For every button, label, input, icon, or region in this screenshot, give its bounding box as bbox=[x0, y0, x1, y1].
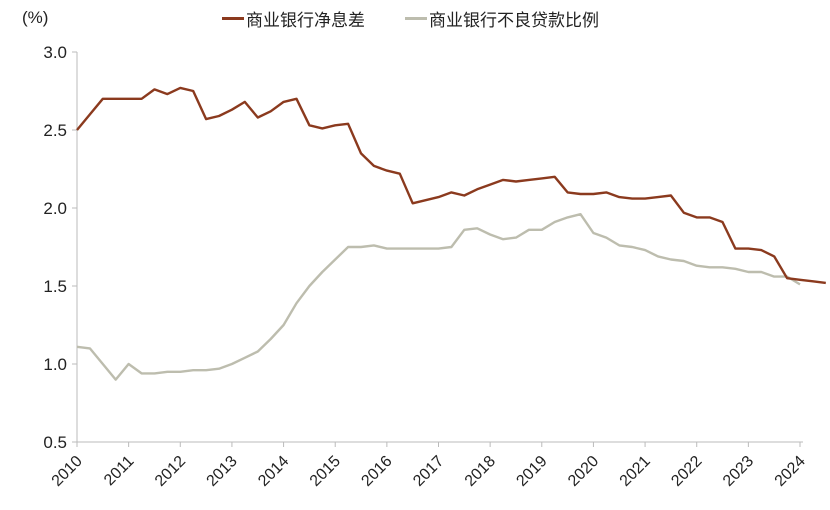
series-npl-ratio bbox=[76, 212, 801, 381]
x-tick-label: 2016 bbox=[358, 453, 395, 490]
chart-axes: 0.5 1.0 1.5 2.0 2.5 3.0 2010 2011 2012 2013 2014 20… bbox=[43, 43, 809, 490]
x-tick-label: 2022 bbox=[668, 453, 705, 490]
x-tick-label: 2013 bbox=[204, 453, 241, 490]
legend-item-npl-ratio: 商业银行不良贷款比例 bbox=[405, 6, 599, 31]
series-net-interest-margin bbox=[76, 86, 826, 285]
x-tick-label: 2014 bbox=[255, 453, 292, 490]
legend-label-npl: 商业银行不良贷款比例 bbox=[429, 11, 599, 31]
y-axis-unit-label: (%) bbox=[22, 8, 49, 27]
x-tick-label: 2012 bbox=[152, 453, 189, 490]
x-tick-label: 2020 bbox=[565, 453, 602, 490]
x-tick-label: 2021 bbox=[617, 453, 654, 490]
legend-swatch-npl bbox=[405, 17, 427, 20]
x-tick-label: 2015 bbox=[307, 453, 344, 490]
y-tick-label: 2.0 bbox=[43, 199, 67, 218]
x-tick-label: 2019 bbox=[513, 453, 550, 490]
y-tick-label: 1.0 bbox=[43, 355, 67, 374]
chart-legend: 商业银行净息差 商业银行不良贷款比例 bbox=[222, 6, 599, 31]
y-tick-label: 1.5 bbox=[43, 277, 67, 296]
x-tick-label: 2017 bbox=[410, 453, 447, 490]
y-tick-label: 0.5 bbox=[43, 433, 67, 452]
legend-item-net-interest-margin: 商业银行净息差 bbox=[222, 6, 365, 31]
x-tick-label: 2011 bbox=[101, 453, 137, 489]
x-tick-label: 2018 bbox=[462, 453, 499, 490]
chart-series bbox=[76, 86, 826, 381]
x-tick-label: 2010 bbox=[49, 453, 86, 490]
legend-label-nim: 商业银行净息差 bbox=[246, 11, 365, 31]
x-tick-label: 2024 bbox=[772, 453, 809, 490]
legend-swatch-nim bbox=[222, 17, 244, 20]
y-tick-label: 2.5 bbox=[43, 121, 67, 140]
x-tick-label: 2023 bbox=[720, 453, 757, 490]
y-tick-label: 3.0 bbox=[43, 43, 67, 62]
